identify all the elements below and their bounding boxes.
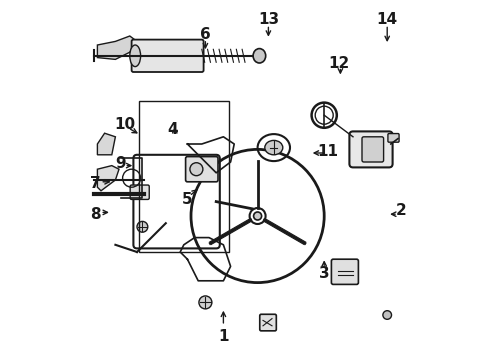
Ellipse shape bbox=[155, 46, 180, 66]
FancyBboxPatch shape bbox=[388, 134, 399, 142]
Text: 13: 13 bbox=[258, 12, 279, 27]
Polygon shape bbox=[98, 166, 119, 191]
Text: 14: 14 bbox=[377, 12, 398, 27]
FancyBboxPatch shape bbox=[349, 131, 392, 167]
Text: 12: 12 bbox=[328, 55, 349, 71]
Ellipse shape bbox=[253, 49, 266, 63]
FancyBboxPatch shape bbox=[186, 157, 218, 182]
Bar bbox=[139, 101, 229, 252]
FancyBboxPatch shape bbox=[130, 185, 149, 199]
FancyBboxPatch shape bbox=[362, 137, 384, 162]
Text: 1: 1 bbox=[218, 329, 229, 344]
Polygon shape bbox=[98, 36, 137, 59]
Text: 8: 8 bbox=[90, 207, 101, 222]
Polygon shape bbox=[98, 133, 116, 155]
Circle shape bbox=[254, 212, 262, 220]
Ellipse shape bbox=[265, 140, 283, 155]
Circle shape bbox=[137, 221, 148, 232]
Circle shape bbox=[199, 296, 212, 309]
Text: 11: 11 bbox=[318, 144, 338, 159]
Text: 3: 3 bbox=[319, 266, 329, 281]
FancyBboxPatch shape bbox=[260, 314, 276, 331]
Text: 9: 9 bbox=[116, 156, 126, 171]
Text: 6: 6 bbox=[200, 27, 211, 42]
Ellipse shape bbox=[130, 45, 141, 67]
Text: 7: 7 bbox=[90, 176, 101, 191]
Text: 10: 10 bbox=[114, 117, 135, 132]
Text: 5: 5 bbox=[182, 192, 193, 207]
FancyBboxPatch shape bbox=[331, 259, 358, 284]
Text: 2: 2 bbox=[396, 203, 407, 218]
FancyBboxPatch shape bbox=[132, 40, 204, 72]
Text: 4: 4 bbox=[168, 122, 178, 137]
Circle shape bbox=[383, 311, 392, 319]
Circle shape bbox=[190, 163, 203, 176]
